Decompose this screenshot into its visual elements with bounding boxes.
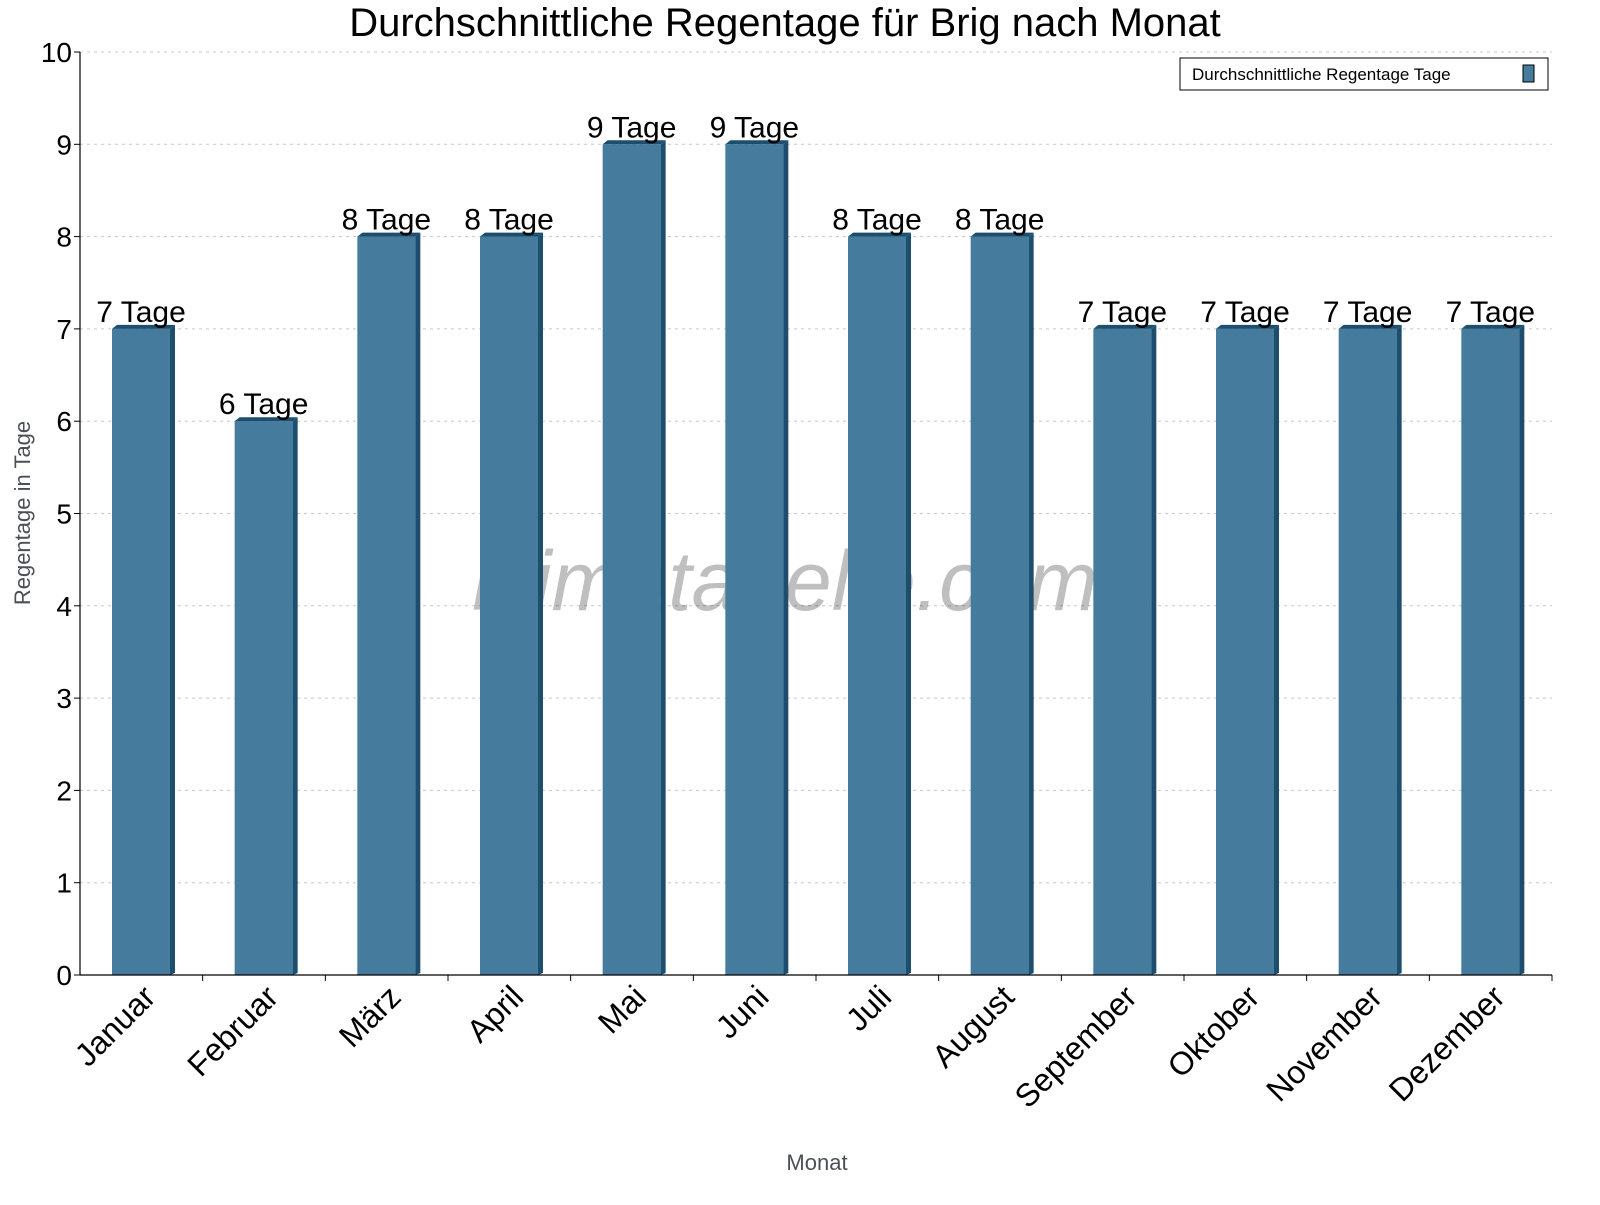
data-label: 8 Tage: [955, 204, 1045, 237]
legend: Durchschnittliche Regentage Tage: [1179, 57, 1549, 91]
bar-top: [112, 324, 175, 329]
x-tick-label: Juni: [709, 978, 776, 1045]
bar-side: [292, 417, 298, 975]
bar-side: [538, 232, 543, 976]
x-tick-label: September: [1007, 978, 1143, 1114]
bar-side: [1028, 232, 1034, 976]
data-label: 9 Tage: [587, 111, 677, 144]
y-tick-label: 7: [56, 314, 72, 345]
bar-side: [1151, 324, 1157, 975]
y-tick-label: 8: [56, 222, 72, 253]
y-tick-label: 5: [56, 499, 72, 530]
x-tick-label: Januar: [68, 978, 163, 1073]
bar-side: [415, 232, 421, 976]
bar: [1093, 328, 1152, 975]
bar-side: [783, 140, 789, 976]
bar-side: [1519, 324, 1525, 975]
y-tick-label: 3: [56, 683, 72, 714]
bar-side: [906, 232, 911, 976]
y-tick-label: 1: [56, 868, 72, 899]
bar: [480, 236, 538, 976]
data-label: 6 Tage: [219, 388, 309, 421]
bar: [112, 328, 170, 975]
legend-swatch: [1522, 64, 1535, 83]
bar: [848, 236, 906, 976]
data-label: 7 Tage: [1078, 296, 1168, 329]
x-tick-label: Oktober: [1160, 978, 1266, 1084]
bar: [1461, 328, 1520, 975]
x-tick-label: April: [460, 978, 531, 1049]
bar-top: [234, 417, 298, 422]
y-tick-label: 4: [56, 591, 72, 622]
y-tick-label: 0: [56, 960, 72, 991]
x-tick-label: Juli: [839, 978, 898, 1037]
bar-top: [848, 232, 911, 237]
x-tick-label: November: [1259, 978, 1389, 1108]
y-tick-label: 10: [41, 37, 72, 68]
bar: [234, 421, 293, 975]
bar-top: [725, 140, 789, 145]
bar-top: [602, 140, 666, 145]
data-label: 7 Tage: [1200, 296, 1290, 329]
y-tick-label: 9: [56, 129, 72, 160]
bar-side: [170, 324, 175, 975]
bar-side: [660, 140, 666, 976]
y-axis-label: Regentage in Tage: [10, 421, 35, 605]
data-label: 9 Tage: [710, 111, 800, 144]
x-axis-label: Monat: [786, 1150, 847, 1175]
bar: [1216, 328, 1274, 975]
legend-box: [1179, 57, 1549, 91]
chart-title: Durchschnittliche Regentage für Brig nac…: [349, 1, 1221, 45]
bar-top: [1338, 324, 1402, 329]
bars: 7 Tage 6 Tage 8 Tage 8 Tage 9 Tage 9 Tage 8 Ta…: [96, 111, 1536, 976]
legend-label: Durchschnittliche Regentage Tage: [1192, 65, 1451, 84]
data-label: 7 Tage: [96, 296, 186, 329]
bar-top: [1216, 324, 1279, 329]
x-tick-label: März: [332, 978, 408, 1054]
bar: [725, 144, 784, 976]
bar: [357, 236, 416, 976]
x-tick-label: August: [925, 978, 1021, 1074]
bar: [1338, 328, 1397, 975]
x-tick-label: Dezember: [1382, 978, 1512, 1108]
grid: [80, 51, 1552, 884]
bar-side: [1274, 324, 1279, 975]
data-label: 8 Tage: [832, 204, 922, 237]
y-tick-label: 6: [56, 406, 72, 437]
bar-top: [480, 232, 543, 237]
data-label: 8 Tage: [342, 204, 432, 237]
bar: [970, 236, 1029, 976]
x-tick-label: Februar: [180, 978, 285, 1083]
bar: [602, 144, 661, 976]
bar-top: [1461, 324, 1525, 329]
bar-top: [357, 232, 421, 237]
data-label: 7 Tage: [1323, 296, 1413, 329]
y-tick-label: 2: [56, 775, 72, 806]
x-tick-label: Mai: [591, 978, 653, 1040]
data-label: 8 Tage: [464, 204, 554, 237]
bar-side: [1396, 324, 1402, 975]
bar-top: [970, 232, 1034, 237]
bar-top: [1093, 324, 1157, 329]
data-label: 7 Tage: [1446, 296, 1536, 329]
